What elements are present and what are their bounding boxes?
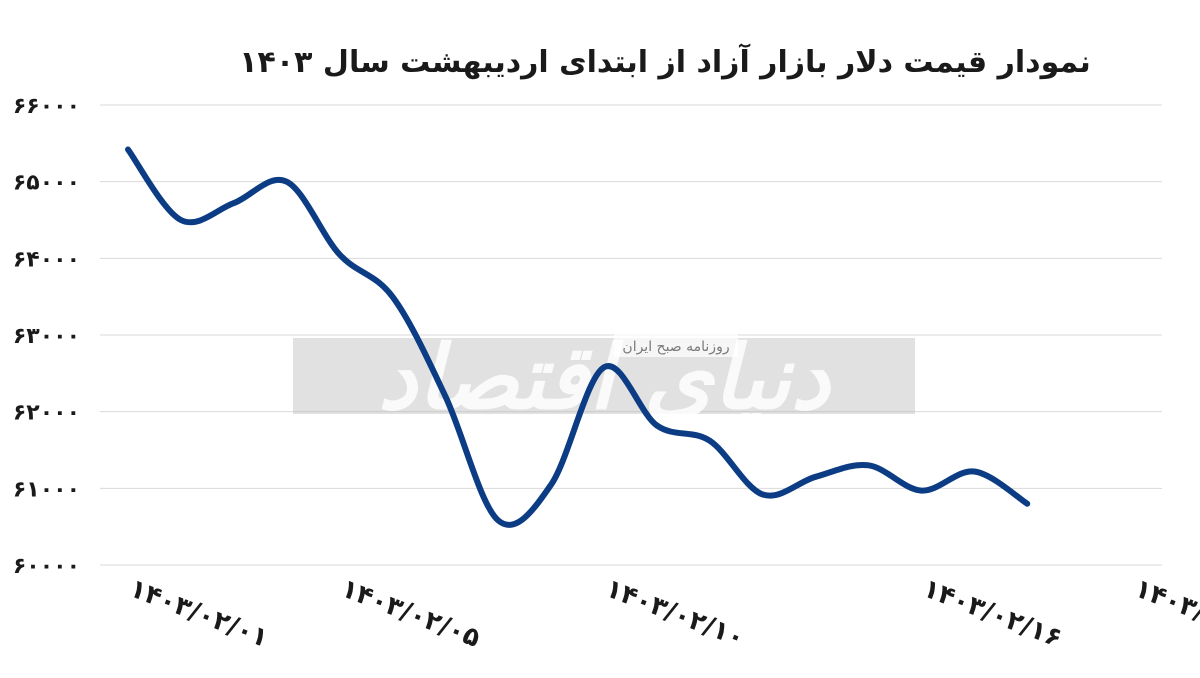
watermark-sub: روزنامه صبح ایران [622, 339, 729, 355]
watermark-band [293, 338, 915, 414]
y-tick-label: ۶۲۰۰۰ [13, 401, 80, 426]
watermark-brand: دنیای اقتصاد [378, 325, 832, 429]
series-line [125, 146, 1031, 528]
x-tick-label: ۱۴۰۳/۰۲/۲۰ [1130, 574, 1200, 654]
y-axis-ticks: ۶۰۰۰۰ ۶۱۰۰۰ ۶۲۰۰۰ ۶۳۰۰۰ ۶۴۰۰۰ ۶۵۰۰۰ ۶۶۰۰۰ [13, 94, 80, 579]
y-tick-label: ۶۵۰۰۰ [13, 171, 80, 196]
chart-title: نمودار قیمت دلار بازار آزاد از ابتدای ار… [239, 43, 1091, 80]
y-tick-label: ۶۴۰۰۰ [13, 247, 80, 272]
x-tick-label: ۱۴۰۳/۰۲/۱۰ [602, 574, 749, 654]
y-tick-label: ۶۱۰۰۰ [13, 477, 80, 502]
watermark-sub-box [614, 333, 738, 357]
y-tick-label: ۶۶۰۰۰ [13, 94, 80, 119]
x-axis-ticks: ۱۴۰۳/۰۲/۰۱ ۱۴۰۳/۰۲/۰۵ ۱۴۰۳/۰۲/۱۰ ۱۴۰۳/۰۲/۱۶… [125, 574, 1200, 654]
watermark: دنیای اقتصاد روزنامه صبح ایران [293, 325, 915, 429]
x-tick-label: ۱۴۰۳/۰۲/۱۶ [919, 574, 1066, 654]
x-tick-label: ۱۴۰۳/۰۲/۰۵ [337, 574, 484, 654]
y-tick-label: ۶۰۰۰۰ [13, 554, 80, 579]
series-layer [125, 146, 1031, 528]
x-tick-label: ۱۴۰۳/۰۲/۰۱ [125, 574, 272, 654]
y-tick-label: ۶۳۰۰۰ [13, 324, 80, 349]
